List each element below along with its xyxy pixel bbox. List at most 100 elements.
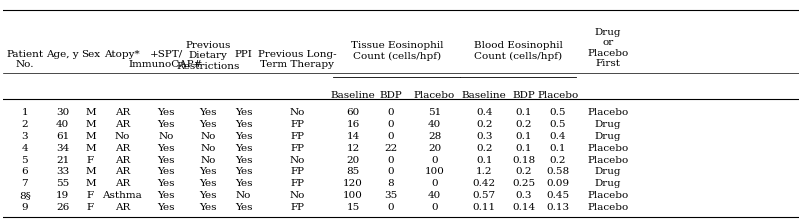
Text: 0.5: 0.5 [550,120,566,129]
Text: +SPT/
ImmunoCAP#: +SPT/ ImmunoCAP# [129,50,203,69]
Text: 0.14: 0.14 [513,203,536,212]
Text: AR: AR [114,108,130,117]
Text: 0.11: 0.11 [473,203,496,212]
Text: M: M [85,144,96,153]
Text: 120: 120 [343,179,363,188]
Text: 0.2: 0.2 [476,144,493,153]
Text: No: No [290,191,305,200]
Text: 26: 26 [56,203,70,212]
Text: M: M [85,167,96,176]
Text: Yes: Yes [235,179,252,188]
Text: 1: 1 [22,108,28,117]
Text: 100: 100 [343,191,363,200]
Text: FP: FP [290,120,304,129]
Text: Atopy*: Atopy* [105,50,140,59]
Text: 2: 2 [22,120,28,129]
Text: No: No [200,156,215,165]
Text: 34: 34 [56,144,70,153]
Text: 0: 0 [387,120,394,129]
Text: AR: AR [114,203,130,212]
Text: 100: 100 [425,167,445,176]
Text: Yes: Yes [158,120,174,129]
Text: 0.2: 0.2 [550,156,566,165]
Text: 0.42: 0.42 [473,179,496,188]
Text: 20: 20 [428,144,441,153]
Text: 0.1: 0.1 [516,132,532,141]
Text: Placebo: Placebo [587,144,628,153]
Text: Drug: Drug [594,132,621,141]
Text: 20: 20 [346,156,360,165]
Text: 0: 0 [431,203,438,212]
Text: Yes: Yes [235,167,252,176]
Text: FP: FP [290,144,304,153]
Text: Tissue Eosinophil
Count (cells/hpf): Tissue Eosinophil Count (cells/hpf) [350,41,443,61]
Text: 8§: 8§ [19,191,30,200]
Text: 33: 33 [56,167,70,176]
Text: Yes: Yes [158,156,174,165]
Text: No: No [158,132,174,141]
Text: AR: AR [114,156,130,165]
Text: Age, y: Age, y [46,50,79,59]
Text: 0.5: 0.5 [550,108,566,117]
Text: Yes: Yes [235,156,252,165]
Text: 0.2: 0.2 [516,167,532,176]
Text: 0: 0 [431,179,438,188]
Text: Drug
or
Placebo
First: Drug or Placebo First [587,28,628,68]
Text: M: M [85,120,96,129]
Text: F: F [87,203,94,212]
Text: Blood Eosinophil
Count (cells/hpf): Blood Eosinophil Count (cells/hpf) [474,41,562,61]
Text: 0.25: 0.25 [513,179,536,188]
Text: 0: 0 [387,203,394,212]
Text: 0.13: 0.13 [546,203,570,212]
Text: 12: 12 [346,144,360,153]
Text: AR: AR [114,167,130,176]
Text: AR: AR [114,120,130,129]
Text: 35: 35 [384,191,398,200]
Text: Yes: Yes [235,108,252,117]
Text: 30: 30 [56,108,70,117]
Text: Drug: Drug [594,120,621,129]
Text: 0.2: 0.2 [516,120,532,129]
Text: 4: 4 [22,144,28,153]
Text: Previous Long-
Term Therapy: Previous Long- Term Therapy [258,50,337,69]
Text: 0.3: 0.3 [476,132,493,141]
Text: Yes: Yes [199,203,217,212]
Text: Yes: Yes [235,144,252,153]
Text: Previous
Dietary
Restrictions: Previous Dietary Restrictions [176,41,239,71]
Text: 0.18: 0.18 [513,156,536,165]
Text: FP: FP [290,167,304,176]
Text: Placebo: Placebo [587,108,628,117]
Text: FP: FP [290,203,304,212]
Text: AR: AR [114,179,130,188]
Text: Yes: Yes [158,108,174,117]
Text: M: M [85,179,96,188]
Text: 0.4: 0.4 [550,132,566,141]
Text: 28: 28 [428,132,441,141]
Text: 6: 6 [22,167,28,176]
Text: 0.2: 0.2 [476,120,493,129]
Text: Yes: Yes [158,179,174,188]
Text: 15: 15 [346,203,360,212]
Text: Baseline: Baseline [462,91,506,100]
Text: 1.2: 1.2 [476,167,493,176]
Text: FP: FP [290,179,304,188]
Text: Yes: Yes [158,144,174,153]
Text: 5: 5 [22,156,28,165]
Text: Baseline: Baseline [330,91,375,100]
Text: 0.45: 0.45 [546,191,570,200]
Text: 61: 61 [56,132,70,141]
Text: 0.1: 0.1 [550,144,566,153]
Text: 85: 85 [346,167,360,176]
Text: No: No [236,191,251,200]
Text: Yes: Yes [199,179,217,188]
Text: 0: 0 [387,156,394,165]
Text: 14: 14 [346,132,360,141]
Text: Yes: Yes [199,191,217,200]
Text: Patient
No.: Patient No. [6,50,43,69]
Text: 0.1: 0.1 [516,144,532,153]
Text: 40: 40 [428,191,441,200]
Text: 40: 40 [428,120,441,129]
Text: 16: 16 [346,120,360,129]
Text: No: No [200,132,215,141]
Text: 3: 3 [22,132,28,141]
